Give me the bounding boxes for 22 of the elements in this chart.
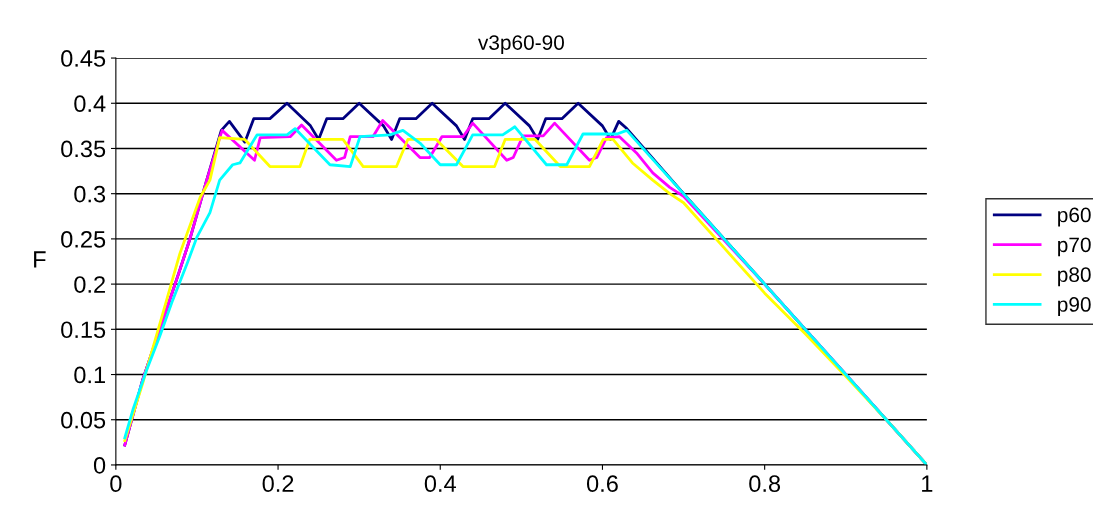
y-tick-label: 0.4 bbox=[74, 95, 106, 113]
y-tick-label: 0.35 bbox=[61, 140, 106, 158]
x-tick-label: 0.6 bbox=[586, 475, 618, 493]
y-tick-label: 0.05 bbox=[61, 411, 106, 429]
y-tick-label: 0 bbox=[93, 457, 106, 474]
legend-label: p70 bbox=[1058, 237, 1091, 257]
legend-label: p80 bbox=[1058, 267, 1091, 287]
y-axis-title: F bbox=[34, 251, 46, 268]
x-tick-label: 0.4 bbox=[424, 475, 456, 493]
x-tick-label: 0 bbox=[110, 475, 122, 493]
chart-title: v3p60-90 bbox=[478, 35, 564, 55]
y-tick-label: 0.15 bbox=[61, 321, 106, 339]
legend-label: p90 bbox=[1058, 297, 1091, 316]
y-tick-label: 0.25 bbox=[61, 230, 106, 248]
x-tick-label: 0.2 bbox=[262, 475, 294, 493]
x-tick-label: 1 bbox=[922, 475, 933, 492]
legend-label: p60 bbox=[1058, 207, 1091, 227]
x-tick-label: 0.8 bbox=[749, 475, 781, 493]
y-tick-label: 0.3 bbox=[74, 185, 106, 203]
y-tick-label: 0.1 bbox=[74, 366, 105, 384]
y-tick-label: 0.2 bbox=[74, 276, 105, 293]
y-tick-label: 0.45 bbox=[61, 50, 106, 67]
